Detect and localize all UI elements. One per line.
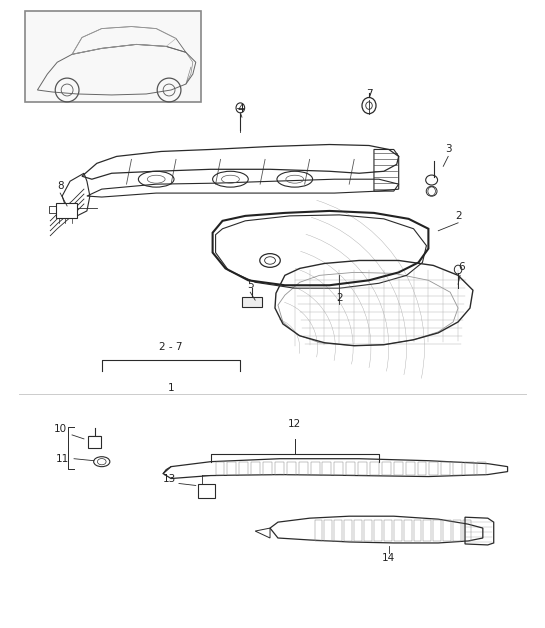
- Text: 2 - 7: 2 - 7: [159, 342, 183, 352]
- Text: 4: 4: [237, 104, 244, 114]
- Text: 6: 6: [459, 263, 465, 273]
- Text: 7: 7: [366, 89, 372, 99]
- Text: 13: 13: [162, 474, 175, 484]
- Text: 3: 3: [445, 144, 451, 154]
- FancyBboxPatch shape: [25, 11, 201, 102]
- FancyBboxPatch shape: [243, 297, 262, 307]
- Text: 11: 11: [56, 453, 69, 463]
- Text: 8: 8: [57, 181, 64, 191]
- FancyBboxPatch shape: [88, 436, 101, 448]
- Text: 2: 2: [455, 211, 462, 221]
- Text: 10: 10: [53, 424, 66, 434]
- Text: 5: 5: [247, 280, 253, 290]
- Text: 12: 12: [288, 419, 301, 429]
- Text: 14: 14: [382, 553, 396, 563]
- FancyBboxPatch shape: [56, 203, 76, 219]
- FancyBboxPatch shape: [198, 484, 215, 497]
- Text: 1: 1: [168, 382, 174, 392]
- Text: 2: 2: [336, 293, 343, 303]
